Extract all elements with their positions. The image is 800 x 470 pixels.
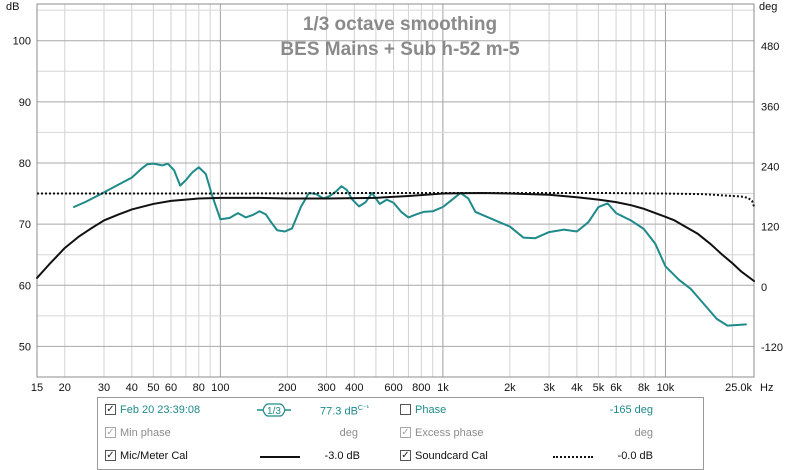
x-tick-label: 600: [384, 382, 402, 392]
series-line-measurement: [73, 162, 747, 327]
x-tick-label: 400: [345, 382, 363, 392]
phase-label: Phase: [415, 404, 447, 416]
legend-panel: ✓ Feb 20 23:39:08 1/3 77.3 dBC⁻¹ Phase -…: [97, 397, 704, 470]
soundcard-cal-value: -0.0 dB: [617, 450, 653, 462]
excess-phase-unit: deg: [634, 427, 653, 439]
y2-tick-label: -120: [761, 342, 783, 354]
measurement-visibility-checkbox[interactable]: ✓: [105, 404, 116, 415]
plot-area: [37, 4, 754, 377]
x-tick-label: 25.0k: [725, 382, 752, 392]
measurement-value: 77.3 dBC⁻¹: [320, 405, 370, 418]
chart-subtitle: BES Mains + Sub h-52 m-5: [280, 39, 520, 60]
y-tick-label: 60: [19, 280, 31, 292]
mic-cal-value: -3.0 dB: [324, 450, 360, 462]
x-tick-label: 40: [126, 382, 138, 392]
y-tick-label: 100: [13, 36, 31, 48]
x-tick-label: 8k: [638, 382, 650, 392]
plot-frame: [36, 3, 755, 378]
x-tick-label: 200: [278, 382, 296, 392]
y2-tick-label: 0: [761, 282, 767, 294]
y2-tick-label: 240: [761, 161, 779, 173]
mic-cal-checkbox[interactable]: ✓: [105, 450, 116, 461]
x-tick-label: 3k: [543, 382, 555, 392]
x-tick-label: 30: [98, 382, 110, 392]
x-tick-label: 800: [412, 382, 430, 392]
legend-row-calibration: ✓ Mic/Meter Cal -3.0 dB ✓ Soundcard Cal …: [98, 446, 703, 468]
x-tick-label: 100: [211, 382, 229, 392]
x-tick-label: 2k: [504, 382, 516, 392]
legend-row-measurement: ✓ Feb 20 23:39:08 1/3 77.3 dBC⁻¹ Phase -…: [98, 400, 703, 422]
legend-row-phase-options: ✓ Min phase deg ✓ Excess phase deg: [98, 423, 703, 445]
y2-tick-label: 480: [761, 41, 779, 53]
min-phase-checkbox[interactable]: ✓: [105, 427, 116, 438]
y-tick-label: 50: [19, 341, 31, 353]
phase-checkbox[interactable]: [400, 404, 411, 415]
x-tick-label: 6k: [610, 382, 622, 392]
x-tick-label: 80: [193, 382, 205, 392]
x-tick-label: 4k: [571, 382, 583, 392]
y-axis-unit: dB: [6, 1, 19, 13]
y2-tick-label: 120: [761, 222, 779, 234]
min-phase-unit: deg: [339, 427, 358, 439]
soundcard-cal-label: Soundcard Cal: [415, 450, 488, 462]
x-tick-label: 50: [147, 382, 159, 392]
smoothing-indicator[interactable]: 1/3: [257, 403, 291, 417]
excess-phase-label: Excess phase: [415, 427, 484, 439]
phase-value: -165 deg: [609, 404, 653, 416]
soundcard-cal-checkbox[interactable]: ✓: [400, 450, 411, 461]
mic-cal-line-swatch: [260, 456, 300, 458]
mic-cal-label: Mic/Meter Cal: [120, 450, 188, 462]
series-line-soundcard-cal: [37, 191, 755, 207]
x-tick-label: 20: [59, 382, 71, 392]
smoothing-label: 1/3: [267, 406, 281, 417]
frequency-response-chart: 50 60 70 80 90 100 -120 0 120 240 360 480 15 20 30 40 50…: [6, 1, 783, 392]
min-phase-label: Min phase: [120, 427, 171, 439]
chart-title: 1/3 octave smoothing: [303, 14, 497, 35]
x-tick-label: 15: [31, 382, 43, 392]
y2-tick-label: 360: [761, 101, 779, 113]
excess-phase-checkbox[interactable]: ✓: [400, 427, 411, 438]
y-tick-label: 90: [19, 97, 31, 109]
x-tick-label: 10k: [657, 382, 675, 392]
x-tick-label: 5k: [593, 382, 605, 392]
measurement-name[interactable]: Feb 20 23:39:08: [120, 404, 201, 416]
y-tick-label: 80: [19, 158, 31, 170]
soundcard-cal-line-swatch: [553, 456, 593, 458]
x-tick-label: 60: [165, 382, 177, 392]
x-tick-label: 1k: [437, 382, 449, 392]
y2-axis-unit: deg: [759, 1, 777, 13]
x-tick-label: 300: [317, 382, 335, 392]
y-tick-label: 70: [19, 219, 31, 231]
x-axis-unit: Hz: [760, 382, 773, 392]
